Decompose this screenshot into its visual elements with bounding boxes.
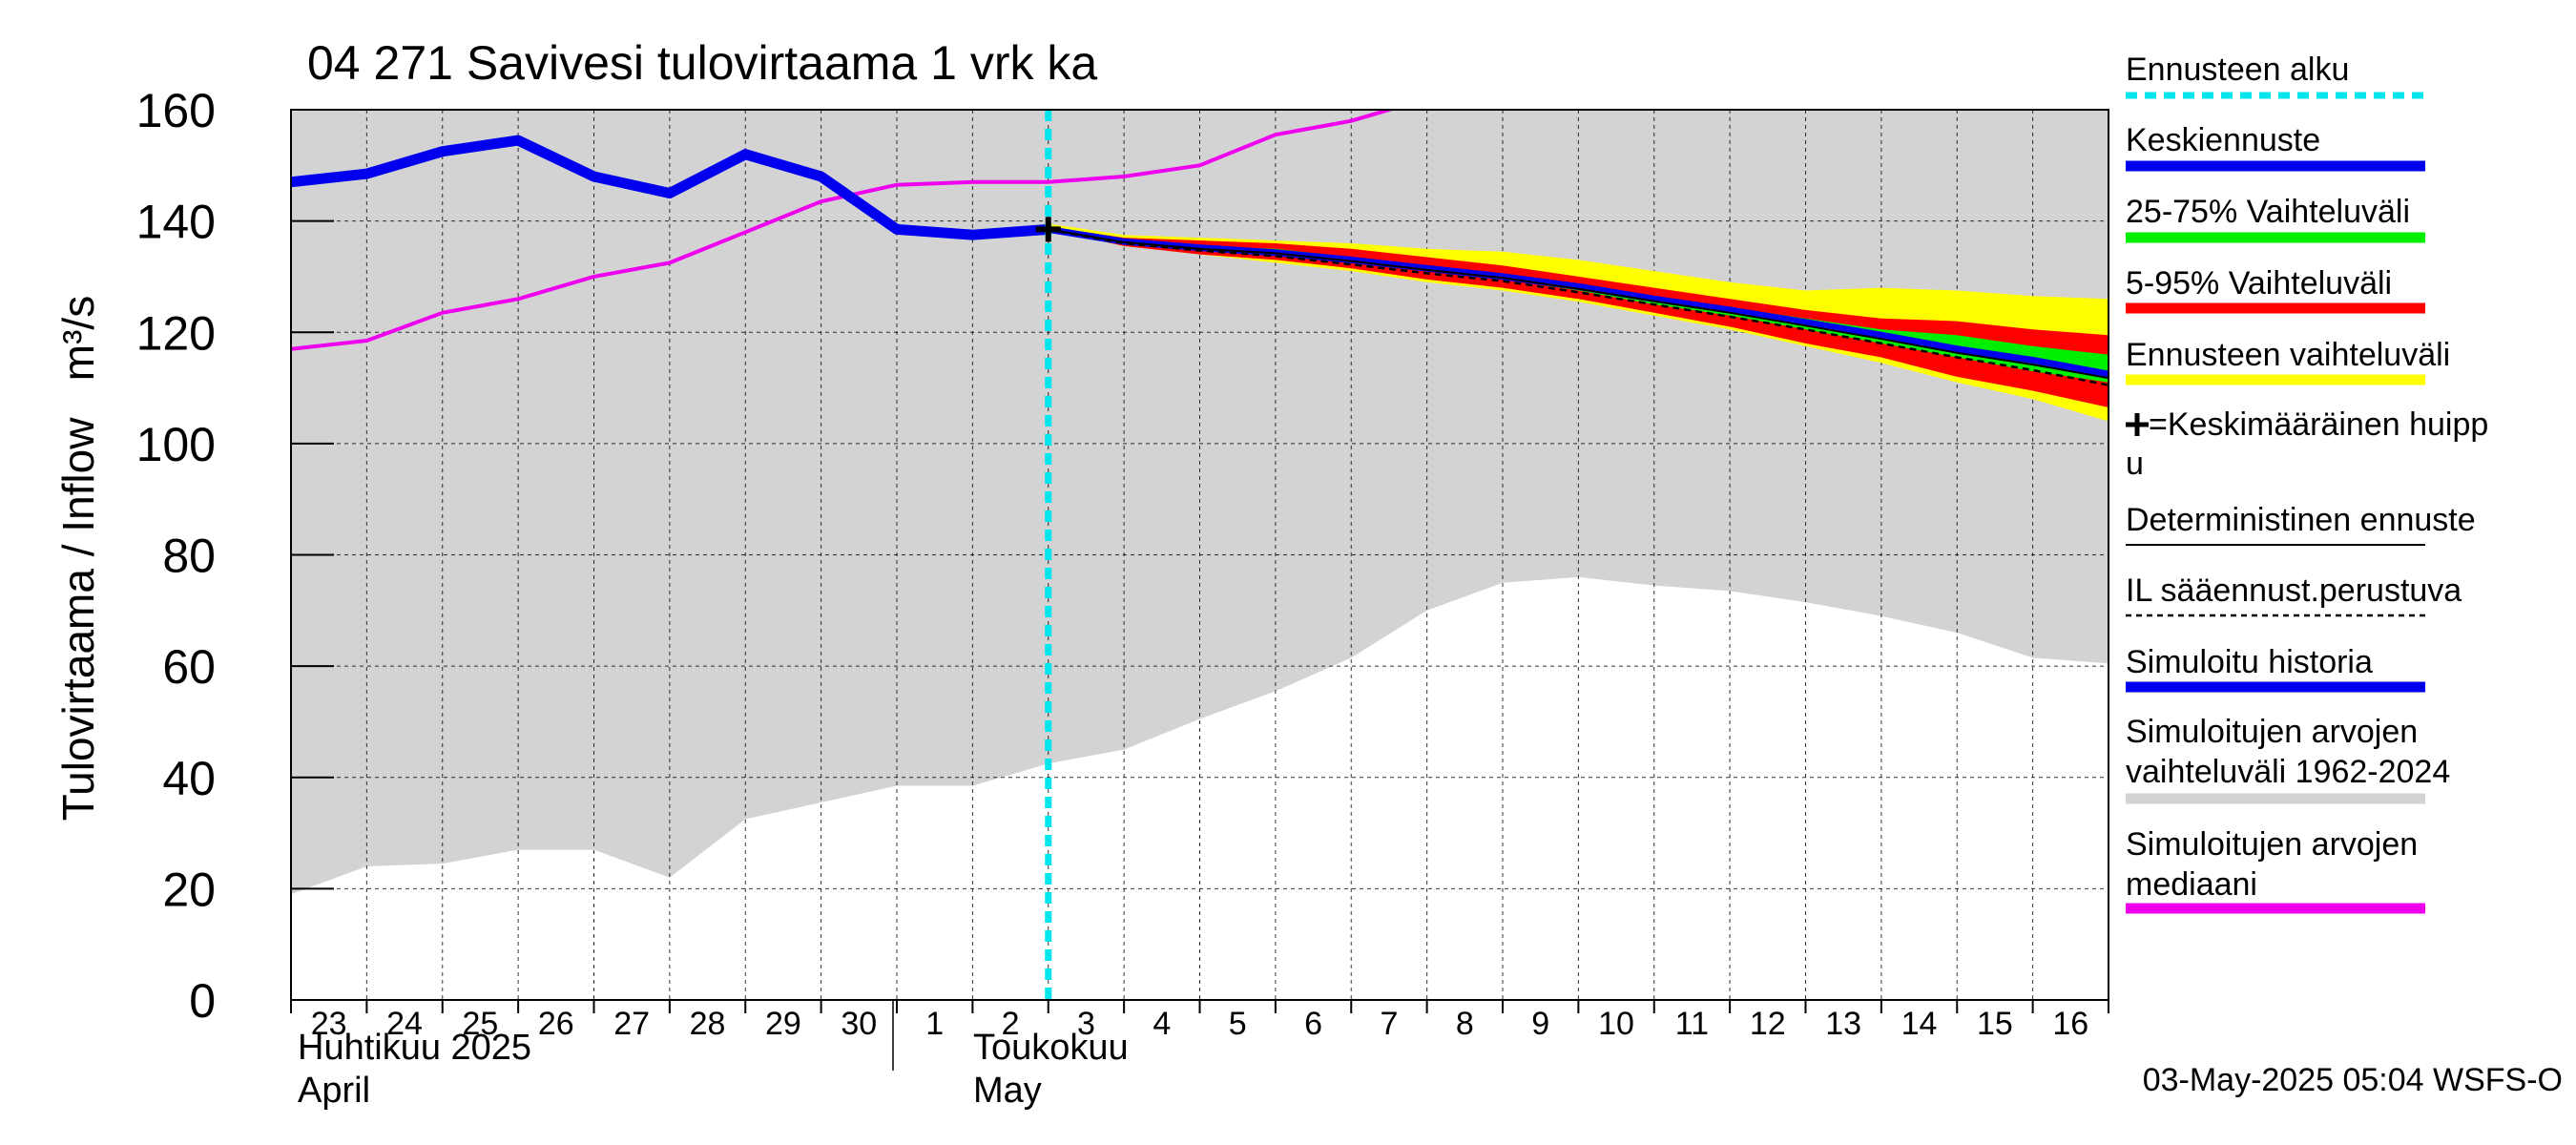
footer-timestamp: 03-May-2025 05:04 WSFS-O [2143,1062,2563,1098]
y-tick-label: 60 [162,640,216,694]
y-tick-label: 40 [162,752,216,805]
plot-content [291,110,2109,1000]
x-tick-label: 4 [1153,1006,1171,1042]
legend-label: =Keskimääräinen huipp [2149,406,2488,443]
x-tick-label: 14 [1901,1006,1938,1042]
y-axis-label: Tulovirtaama / Inflow m³/s [53,296,103,821]
legend-label: Simuloitujen arvojen [2126,826,2418,863]
x-tick-label: 24 [386,1006,423,1042]
chart-title: 04 271 Savivesi tulovirtaama 1 vrk ka [307,36,1097,90]
x-tick-label: 3 [1077,1006,1095,1042]
legend-label-cont: vaihteluväli 1962-2024 [2126,754,2450,790]
y-tick-label: 140 [136,196,216,249]
legend-peak-marker [2126,413,2149,436]
legend-label: Simuloitu historia [2126,644,2373,680]
x-tick-label: 11 [1675,1006,1709,1042]
y-tick-label: 80 [162,530,216,583]
median-line [291,110,1397,351]
x-tick-label: 27 [613,1006,650,1042]
y-tick-label: 100 [136,418,216,471]
x-tick-label: 25 [463,1006,499,1042]
x-tick-label: 15 [1977,1006,2013,1042]
legend-label: Ennusteen vaihteluväli [2126,337,2450,373]
x-tick-label: 9 [1531,1006,1549,1042]
x-tick-label: 12 [1750,1006,1786,1042]
y-tick-label: 160 [136,84,216,137]
x-tick-label: 28 [690,1006,726,1042]
legend-label: Simuloitujen arvojen [2126,714,2418,750]
x-tick-label: 16 [2052,1006,2088,1042]
legend-label: 25-75% Vaihteluväli [2126,194,2410,230]
month-label-en: May [973,1071,1042,1111]
y-tick-label: 20 [162,863,216,916]
il-weather-forecast-line [1048,228,2109,386]
x-tick-label: 5 [1229,1006,1247,1042]
month-label-fi: Toukokuu [973,1028,1129,1068]
x-tick-label: 10 [1598,1006,1634,1042]
y-tick-label: 0 [189,974,216,1028]
month-label-en: April [298,1071,370,1111]
mean-peak-marker [1035,217,1061,242]
x-tick-label: 13 [1825,1006,1861,1042]
month-label-fi: Huhtikuu 2025 [298,1028,531,1068]
plot-area [291,110,2109,1000]
legend-label-cont: u [2126,446,2144,482]
legend-label: IL sääennust.perustuva [2126,572,2462,609]
legend-label: Keskiennuste [2126,122,2320,158]
y-tick-label: 120 [136,306,216,360]
legend: Ennusteen alku Keskiennuste 25-75% Vaihtel… [2126,52,2488,914]
x-tick-label: 30 [841,1006,877,1042]
x-tick-label: 8 [1456,1006,1474,1042]
simulated-history-line [291,135,1049,240]
deterministic-forecast-line [1048,228,2109,380]
x-tick-label: 23 [311,1006,347,1042]
x-tick-label: 2 [1002,1006,1020,1042]
legend-label: 5-95% Vaihteluväli [2126,265,2392,302]
x-tick-label: 26 [538,1006,574,1042]
x-tick-label: 6 [1304,1006,1322,1042]
x-tick-label: 7 [1380,1006,1398,1042]
legend-label-cont: mediaani [2126,866,2257,903]
legend-label: Ennusteen alku [2126,52,2349,88]
legend-label: Deterministinen ennuste [2126,502,2476,538]
x-tick-label: 29 [765,1006,801,1042]
x-tick-label: 1 [925,1006,944,1042]
